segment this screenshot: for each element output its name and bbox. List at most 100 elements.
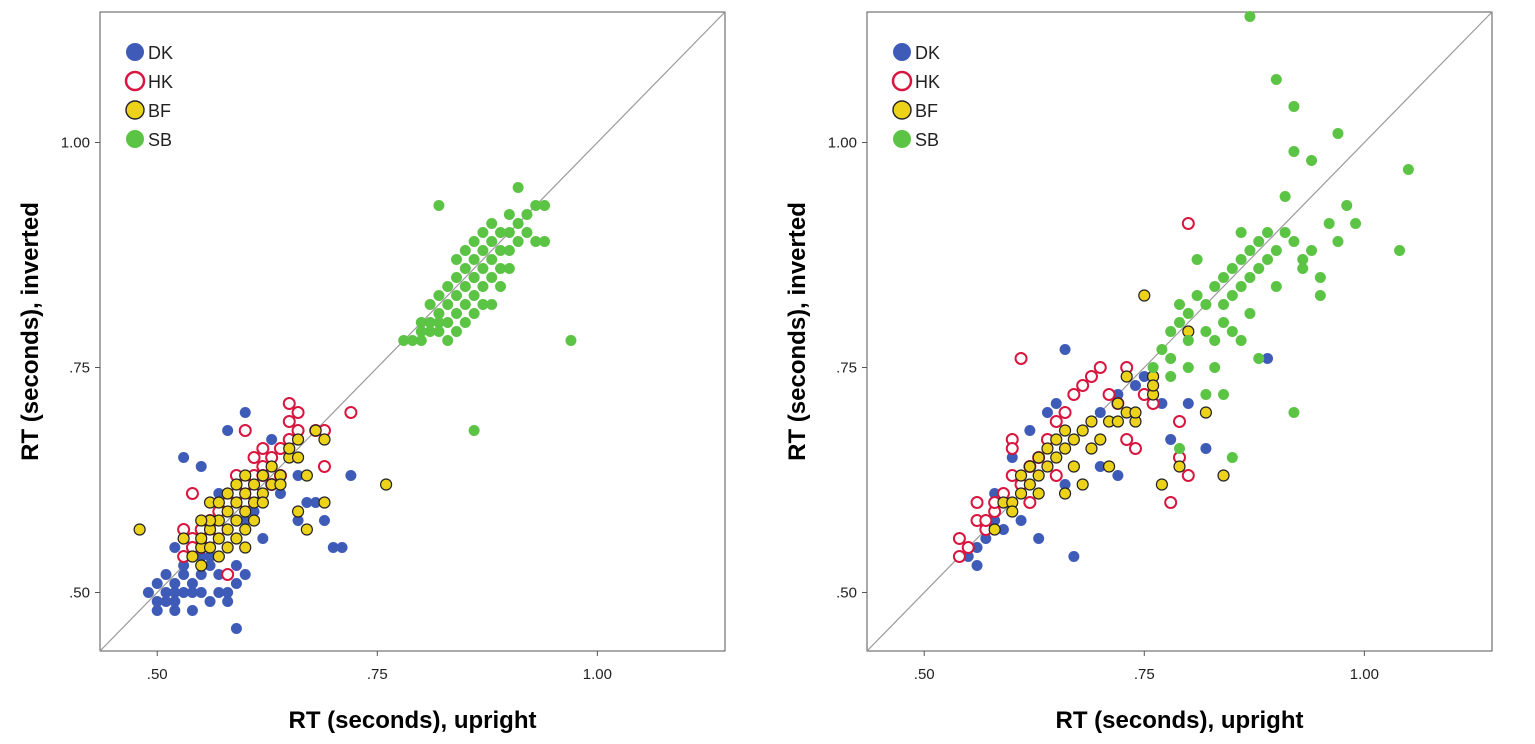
- scatter-panel-left: .50 .75 1.00 .50 .75 1.00 RT (seconds), uprigh…: [17, 11, 726, 734]
- point-bf: [1023, 478, 1036, 491]
- legend-marker-hk: [891, 70, 913, 92]
- point-dk: [971, 560, 983, 571]
- point-dk: [230, 623, 242, 634]
- point-bf: [1014, 487, 1028, 500]
- point-sb: [1235, 254, 1247, 265]
- point-dk: [230, 560, 242, 571]
- point-sb: [433, 317, 445, 328]
- point-sb: [477, 281, 489, 292]
- point-bf: [195, 559, 208, 572]
- point-hk: [1058, 406, 1072, 419]
- point-sb: [477, 299, 489, 310]
- point-bf: [230, 478, 243, 491]
- point-dk: [1112, 389, 1124, 400]
- point-dk: [274, 488, 286, 499]
- point-sb: [1270, 281, 1282, 292]
- point-sb: [1253, 353, 1265, 364]
- point-dk: [1059, 344, 1071, 355]
- point-sb: [433, 326, 445, 337]
- point-sb: [1262, 227, 1274, 238]
- point-bf: [291, 451, 305, 464]
- point-bf: [221, 541, 234, 554]
- point-dk: [989, 515, 1001, 526]
- x-tick-label: .75: [1134, 666, 1155, 683]
- point-sb: [477, 245, 489, 256]
- point-sb: [1191, 290, 1203, 301]
- point-sb: [1200, 389, 1212, 400]
- point-sb: [503, 263, 515, 274]
- point-sb: [1218, 389, 1230, 400]
- point-sb: [495, 281, 507, 292]
- point-dk: [327, 542, 339, 553]
- point-bf: [1058, 442, 1072, 455]
- point-dk: [160, 587, 172, 598]
- point-sb: [530, 236, 542, 247]
- point-dk: [239, 515, 251, 526]
- y-tick-label: .50: [836, 585, 857, 602]
- point-sb: [495, 245, 507, 256]
- point-sb: [415, 326, 427, 337]
- point-dk: [222, 587, 234, 598]
- series-hk: [952, 217, 1195, 563]
- point-hk: [1049, 469, 1063, 482]
- point-sb: [486, 236, 498, 247]
- point-bf: [256, 469, 269, 482]
- point-bf: [318, 433, 331, 446]
- point-sb: [1218, 272, 1230, 283]
- point-hk: [1093, 361, 1107, 374]
- legend-label-bf: BF: [915, 101, 938, 121]
- point-sb: [433, 200, 445, 211]
- point-sb: [512, 236, 524, 247]
- point-dk: [204, 596, 216, 607]
- point-sb: [1350, 218, 1362, 229]
- point-sb: [539, 236, 551, 247]
- point-sb: [451, 272, 463, 283]
- point-hk: [979, 514, 993, 527]
- point-sb: [1226, 263, 1238, 274]
- point-bf: [300, 469, 313, 482]
- point-dk: [186, 578, 198, 589]
- point-sb: [1253, 263, 1265, 274]
- point-sb: [565, 335, 577, 346]
- point-dk: [151, 605, 163, 616]
- point-bf: [195, 514, 208, 527]
- point-sb: [407, 335, 418, 346]
- point-sb: [1270, 245, 1282, 256]
- point-bf: [212, 496, 225, 509]
- point-dk: [971, 542, 983, 553]
- point-dk: [142, 587, 154, 598]
- point-sb: [1235, 227, 1247, 238]
- series-sb: [1147, 11, 1414, 463]
- point-bf: [300, 523, 313, 536]
- point-dk: [195, 551, 207, 562]
- point-sb: [1182, 362, 1194, 373]
- point-bf: [1138, 289, 1151, 302]
- point-bf: [1111, 415, 1124, 428]
- point-sb: [1323, 218, 1335, 229]
- point-sb: [468, 425, 480, 436]
- point-bf: [195, 532, 208, 545]
- point-dk: [204, 560, 216, 571]
- point-sb: [1279, 227, 1291, 238]
- point-sb: [1288, 407, 1300, 418]
- point-sb: [1297, 263, 1309, 274]
- point-bf: [1014, 469, 1028, 482]
- point-sb: [477, 227, 489, 238]
- point-bf: [274, 478, 287, 491]
- point-dk: [169, 587, 181, 598]
- point-bf: [1111, 397, 1124, 410]
- point-sb: [424, 317, 436, 328]
- point-sb: [1200, 326, 1212, 337]
- point-sb: [1218, 299, 1230, 310]
- point-bf: [1173, 460, 1186, 473]
- point-dk: [1094, 407, 1106, 418]
- x-axis-title: RT (seconds), upright: [1056, 707, 1304, 734]
- point-sb: [1165, 353, 1177, 364]
- point-dk: [301, 497, 313, 508]
- point-dk: [1094, 461, 1106, 472]
- point-dk: [292, 515, 304, 526]
- point-hk: [1067, 388, 1081, 401]
- point-sb: [1209, 335, 1221, 346]
- point-sb: [512, 182, 524, 193]
- point-dk: [997, 524, 1009, 535]
